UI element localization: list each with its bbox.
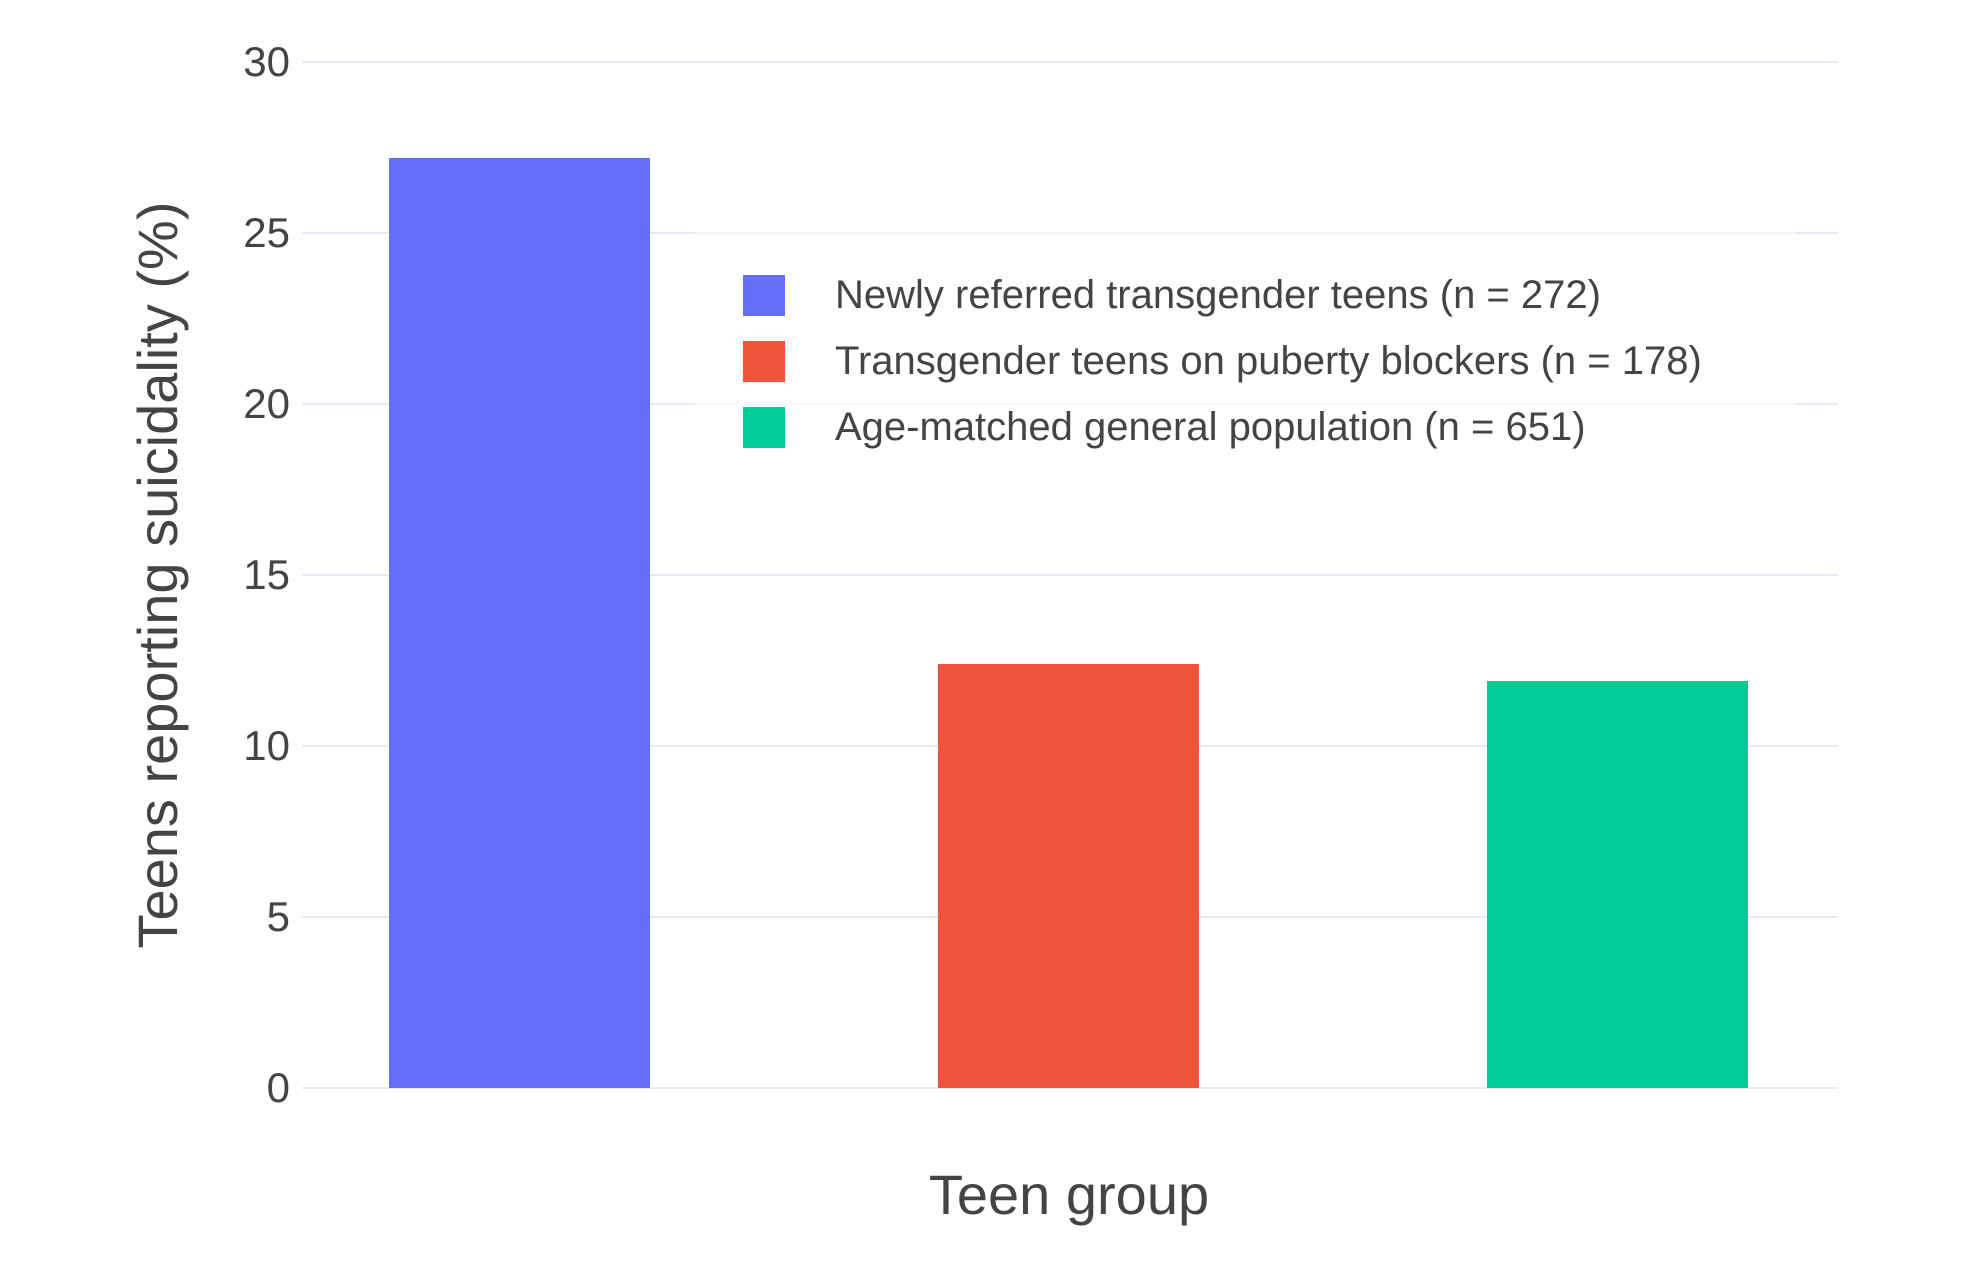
y-tick-label-5: 5 [266, 893, 290, 940]
legend-swatch-2 [743, 406, 785, 448]
y-tick-label-30: 30 [243, 38, 290, 85]
bar-0[interactable] [389, 157, 650, 1088]
y-tick-label-15: 15 [243, 551, 290, 598]
legend-label-2: Age-matched general population (n = 651) [835, 404, 1586, 449]
legend-item-1[interactable]: Transgender teens on puberty blockers (n… [743, 328, 1702, 394]
legend: Newly referred transgender teens (n = 27… [695, 222, 1795, 460]
legend-swatch-1 [743, 340, 785, 382]
gridline-15 [302, 574, 1838, 576]
legend-swatch-0 [743, 274, 785, 316]
y-tick-label-0: 0 [266, 1064, 290, 1111]
y-tick-label-20: 20 [243, 380, 290, 427]
bar-2[interactable] [1487, 681, 1748, 1088]
legend-label-0: Newly referred transgender teens (n = 27… [835, 272, 1601, 317]
bar-1[interactable] [938, 663, 1199, 1088]
legend-item-0[interactable]: Newly referred transgender teens (n = 27… [743, 262, 1601, 328]
y-tick-label-10: 10 [243, 722, 290, 769]
legend-label-1: Transgender teens on puberty blockers (n… [835, 338, 1702, 383]
gridline-30 [302, 61, 1838, 63]
zero-gridline [302, 1087, 1838, 1089]
x-axis-title: Teen group [928, 1163, 1210, 1226]
y-tick-label-25: 25 [243, 209, 290, 256]
legend-item-2[interactable]: Age-matched general population (n = 651) [743, 394, 1586, 460]
